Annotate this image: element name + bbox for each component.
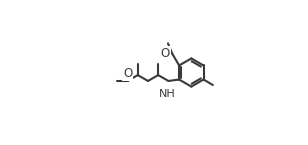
Text: NH: NH [159, 89, 176, 99]
Text: O: O [123, 67, 132, 80]
Text: O: O [161, 47, 170, 60]
